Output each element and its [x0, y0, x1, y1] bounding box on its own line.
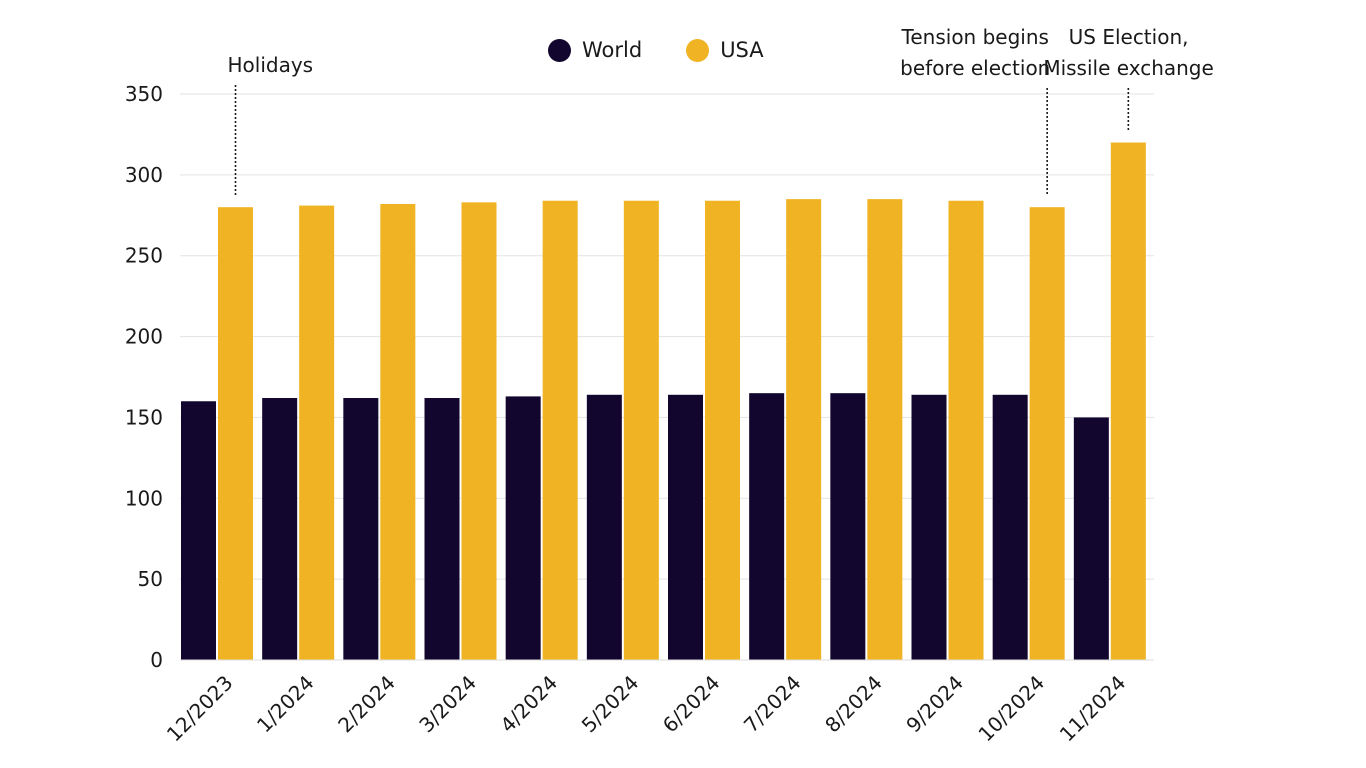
bar-usa: [623, 200, 659, 660]
bar-world: [424, 398, 460, 660]
bar-usa: [1110, 142, 1146, 660]
bar-world: [749, 393, 785, 660]
bar-usa: [786, 199, 822, 660]
x-tick-label: 10/2024: [973, 671, 1049, 747]
y-tick-label: 300: [125, 163, 163, 187]
annotation-line: Tension begins: [901, 25, 1049, 49]
x-tick-label: 2/2024: [333, 671, 400, 738]
annotation-line: Holidays: [227, 53, 314, 77]
x-tick-label: 1/2024: [252, 671, 319, 738]
bar-usa: [542, 200, 578, 660]
x-tick-label: 6/2024: [658, 671, 725, 738]
y-tick-label: 50: [138, 567, 163, 591]
x-tick-label: 4/2024: [495, 671, 562, 738]
annotation-label: Holidays: [228, 50, 314, 81]
bar-usa: [1029, 207, 1065, 660]
bar-usa: [218, 207, 253, 660]
chart-legend: World USA: [548, 38, 808, 62]
annotation-label: US Election, Missile exchange: [1043, 22, 1213, 84]
x-tick-label: 12/2023: [162, 671, 238, 747]
bar-world: [911, 394, 947, 660]
legend-swatch-world: [548, 38, 571, 62]
x-tick-label: 5/2024: [577, 671, 644, 738]
annotation-line: US Election,: [1068, 25, 1189, 49]
bar-world: [181, 401, 216, 660]
legend-label-world: World: [582, 38, 643, 62]
bar-world: [586, 394, 622, 660]
y-tick-label: 200: [125, 325, 163, 349]
y-tick-label: 0: [150, 648, 163, 672]
bar-world: [992, 394, 1028, 660]
legend-item-world: World: [548, 38, 642, 62]
bar-usa: [867, 199, 903, 660]
bar-usa: [705, 200, 740, 660]
x-tick-label: 3/2024: [414, 671, 481, 738]
legend-item-usa: USA: [686, 38, 764, 62]
annotation-line: Missile exchange: [1043, 56, 1214, 80]
y-tick-label: 350: [125, 82, 163, 106]
annotation-line: before election: [900, 56, 1051, 80]
bar-world: [505, 396, 541, 660]
x-tick-label: 9/2024: [901, 671, 968, 738]
bar-usa: [948, 200, 984, 660]
bar-usa: [461, 202, 497, 660]
bar-world: [830, 393, 866, 660]
annotation-label: Tension begins before election: [900, 22, 1050, 84]
x-tick-label: 7/2024: [739, 671, 806, 738]
bar-usa: [299, 205, 335, 660]
bar-world: [1073, 417, 1109, 660]
x-tick-label: 8/2024: [820, 671, 887, 738]
legend-swatch-usa: [686, 38, 710, 62]
bar-world: [343, 398, 379, 660]
bar-usa: [380, 203, 416, 661]
legend-label-usa: USA: [720, 38, 764, 62]
y-tick-label: 100: [125, 486, 163, 510]
bar-world: [668, 394, 703, 660]
bar-world: [262, 398, 298, 660]
x-tick-label: 11/2024: [1055, 671, 1131, 747]
y-tick-label: 250: [125, 244, 163, 268]
y-tick-label: 150: [125, 405, 163, 429]
